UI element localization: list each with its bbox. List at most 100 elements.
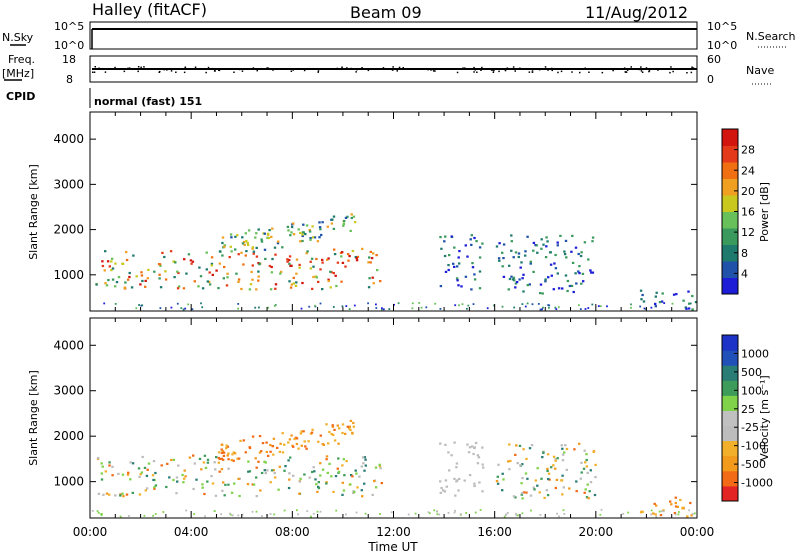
scatter-cell	[97, 457, 100, 460]
scatter-cell	[469, 238, 472, 241]
scatter-cell	[262, 232, 265, 235]
scatter-cell	[153, 270, 156, 273]
scatter-cell	[183, 469, 186, 472]
scatter-cell	[563, 451, 566, 454]
scatter-cell	[193, 462, 196, 465]
scatter-cell	[292, 233, 296, 236]
scatter-cell	[420, 306, 423, 309]
nave-point	[547, 69, 549, 71]
scatter-cell	[220, 443, 223, 446]
nave-point	[402, 67, 404, 69]
scatter-cell	[495, 480, 499, 483]
scatter-cell	[514, 286, 517, 289]
scatter-cell	[466, 443, 469, 446]
scatter-cell	[268, 229, 271, 232]
scatter-cell	[440, 486, 443, 490]
scatter-cell	[220, 468, 224, 471]
scatter-cell	[555, 478, 559, 481]
scatter-cell	[234, 248, 237, 251]
nave-point	[640, 66, 642, 68]
scatter-cell	[653, 502, 656, 505]
scatter-cell	[204, 466, 208, 469]
scatter-cell	[103, 302, 106, 305]
scatter-cell	[115, 281, 119, 284]
scatter-cell	[458, 262, 461, 265]
scatter-cell	[270, 235, 273, 238]
scatter-cell	[690, 514, 693, 517]
scatter-cell	[351, 475, 354, 478]
colorbar-tick-label: 8	[741, 247, 748, 260]
nave-point	[233, 68, 236, 70]
scatter-cell	[164, 270, 167, 273]
scatter-cell	[546, 453, 550, 456]
scatter-cell	[111, 474, 114, 477]
scatter-cell	[327, 442, 330, 445]
scatter-cell	[457, 256, 460, 259]
scatter-cell	[547, 472, 551, 475]
scatter-cell	[561, 493, 564, 496]
scatter-cell	[292, 222, 295, 225]
nave-point	[256, 69, 258, 72]
scatter-cell	[305, 224, 309, 227]
scatter-cell	[564, 239, 568, 242]
colorbar-segment	[722, 261, 738, 278]
scatter-cell	[552, 464, 555, 467]
scatter-cell	[221, 449, 225, 453]
scatter-cell	[147, 268, 150, 271]
scatter-cell	[390, 511, 393, 514]
scatter-cell	[325, 423, 328, 426]
scatter-cell	[169, 250, 173, 253]
scatter-cell	[260, 240, 264, 243]
scatter-cell	[152, 514, 154, 517]
scatter-cell	[573, 448, 576, 451]
colorbar-tick-label: -25	[741, 421, 759, 434]
scatter-cell	[210, 264, 213, 267]
nave-point	[648, 70, 651, 72]
scatter-cell	[353, 304, 356, 307]
power-colorbar-label: Power [dB]	[758, 182, 771, 242]
scatter-cell	[140, 471, 144, 474]
scatter-cell	[293, 437, 296, 441]
scatter-cell	[264, 461, 267, 464]
scatter-cell	[201, 306, 204, 309]
scatter-cell	[288, 262, 291, 265]
scatter-cell	[453, 246, 456, 249]
scatter-cell	[521, 512, 524, 515]
scatter-cell	[100, 462, 103, 465]
scatter-cell	[217, 461, 220, 464]
scatter-cell	[685, 307, 688, 310]
scatter-cell	[501, 489, 504, 492]
scatter-cell	[319, 474, 322, 477]
scatter-cell	[650, 509, 653, 512]
freq-tick-top: 18	[62, 53, 76, 66]
scatter-cell	[111, 465, 114, 468]
scatter-cell	[330, 222, 334, 225]
nave-point	[491, 69, 493, 71]
scatter-cell	[531, 303, 534, 306]
scatter-cell	[586, 483, 589, 486]
scatter-cell	[289, 286, 293, 289]
nave-point	[557, 71, 559, 74]
colorbar-tick-label: 24	[741, 164, 755, 177]
nave-point	[211, 67, 214, 70]
scatter-cell	[575, 490, 578, 493]
scatter-cell	[524, 250, 527, 253]
scatter-cell	[153, 486, 156, 489]
nave-tick-top: 60	[707, 53, 721, 66]
y-tick-label: 3000	[53, 177, 84, 191]
scatter-cell	[103, 269, 106, 272]
scatter-cell	[561, 287, 564, 290]
scatter-cell	[354, 469, 357, 472]
scatter-cell	[220, 513, 222, 516]
scatter-cell	[565, 447, 569, 451]
scatter-cell	[315, 483, 318, 486]
scatter-cell	[305, 252, 308, 255]
scatter-cell	[436, 513, 439, 516]
scatter-cell	[279, 272, 282, 275]
scatter-cell	[318, 221, 321, 224]
scatter-cell	[495, 245, 499, 248]
scatter-cell	[440, 247, 443, 250]
scatter-cell	[498, 259, 501, 262]
scatter-cell	[265, 441, 268, 444]
scatter-cell	[674, 496, 677, 499]
